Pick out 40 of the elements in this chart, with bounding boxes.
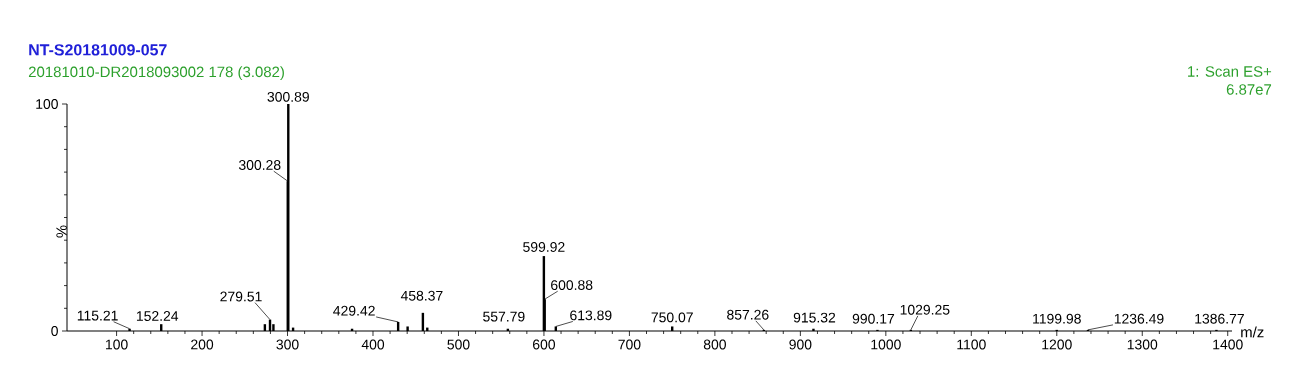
chart-title: NT-S20181009-057 [29, 44, 167, 56]
x-tick-label: 400 [361, 339, 385, 350]
x-tick-label: 1000 [871, 339, 901, 350]
x-tick-label: 600 [533, 339, 556, 350]
annotation: 1029.25 [900, 304, 950, 315]
x-tick-label: 200 [191, 339, 214, 350]
x-tick-label: 1200 [1042, 339, 1072, 350]
x-tick-label: 1100 [957, 339, 986, 350]
x-tick-label: 900 [789, 339, 812, 350]
y-tick-label: 0 [51, 326, 58, 336]
annotation: 1236.49 [1114, 313, 1164, 324]
annotation: 300.28 [238, 160, 281, 170]
annotation: 600.88 [551, 280, 593, 291]
annotation: 279.51 [220, 291, 262, 302]
x-tick-label: 1300 [1127, 339, 1158, 350]
annotation: 458.37 [400, 290, 443, 301]
annotation: 915.32 [793, 312, 836, 323]
annotation: 857.26 [727, 309, 769, 320]
chart-subtitle: 20181010-DR2018093002 178 (3.082) [28, 66, 284, 81]
annotation: 750.07 [651, 312, 693, 323]
annotation: 599.92 [523, 242, 565, 252]
x-tick-label: 800 [703, 339, 726, 350]
annotation: 115.21 [77, 310, 118, 321]
annotation: 613.89 [570, 310, 612, 321]
annotation: 557.79 [483, 311, 525, 322]
x-tick-label: 300 [276, 339, 299, 350]
annotation: 152.24 [136, 311, 179, 321]
text: 1: Scan ES+ [1188, 66, 1272, 77]
annotation: 300.89 [267, 91, 309, 102]
x-tick-label: 700 [618, 339, 641, 350]
annotation: 1199.98 [1033, 313, 1081, 324]
annotation: 429.42 [333, 305, 375, 316]
text: 6.87e7 [1226, 84, 1272, 95]
annotation: 990.17 [852, 313, 895, 324]
x-tick-label: 500 [447, 339, 470, 350]
x-axis-title: m/z [1241, 326, 1264, 338]
x-tick-label: 1400 [1213, 339, 1243, 350]
x-tick-label: 100 [106, 339, 128, 350]
annotation: 1386.77 [1195, 313, 1244, 324]
y-axis-title: % [56, 225, 67, 238]
